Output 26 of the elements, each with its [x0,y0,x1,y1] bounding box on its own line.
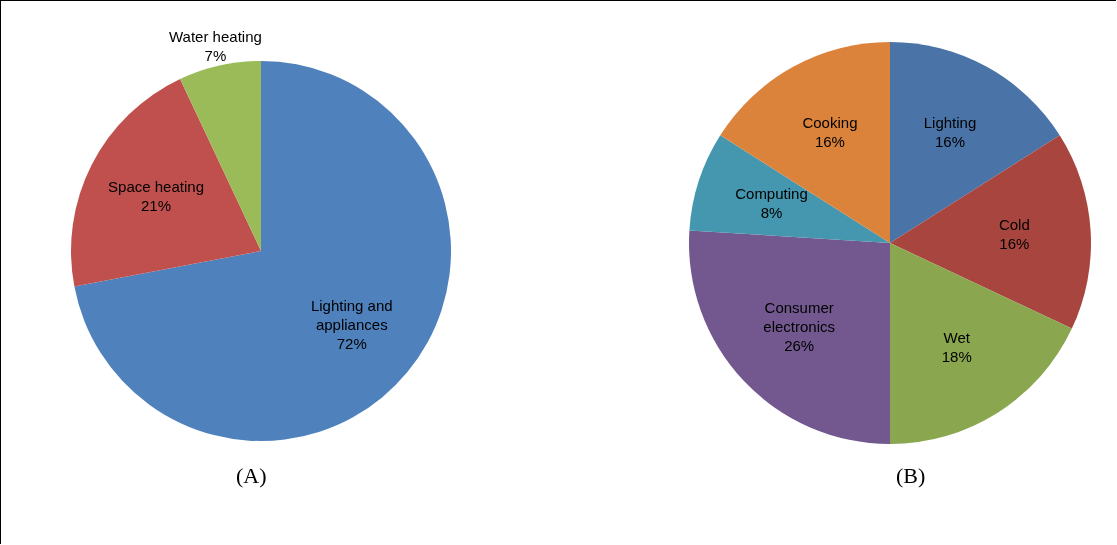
slice-label: Space heating [108,177,204,195]
pie-slice [689,230,890,444]
slice-label: Computing [735,184,808,202]
text: (B) [896,463,926,489]
pie-slice [890,135,1091,329]
data-label: 16% [935,133,966,151]
slice-label: Water heating [168,27,262,45]
data-label: 18% [941,347,972,365]
data-label: 16% [999,234,1030,252]
data-label: 7% [204,46,227,64]
data-label: 72% [336,335,367,353]
data-label: 26% [784,337,815,355]
slice-label: Lighting [923,114,977,132]
slice-label: Cooking [802,114,858,132]
text: (A) [236,463,267,489]
pie-slice [689,135,890,243]
data-label: 8% [760,203,783,221]
data-label: 16% [814,133,845,151]
data-label: 21% [141,196,172,214]
slice-label: Lighting and appliances [310,297,393,334]
pie-slice [74,61,451,441]
slice-label: Consumer electronics [763,299,836,336]
pie-slice [71,79,261,287]
pie-slice [720,42,890,243]
slice-label: Wet [943,328,971,346]
slice-label: Cold [998,215,1030,233]
